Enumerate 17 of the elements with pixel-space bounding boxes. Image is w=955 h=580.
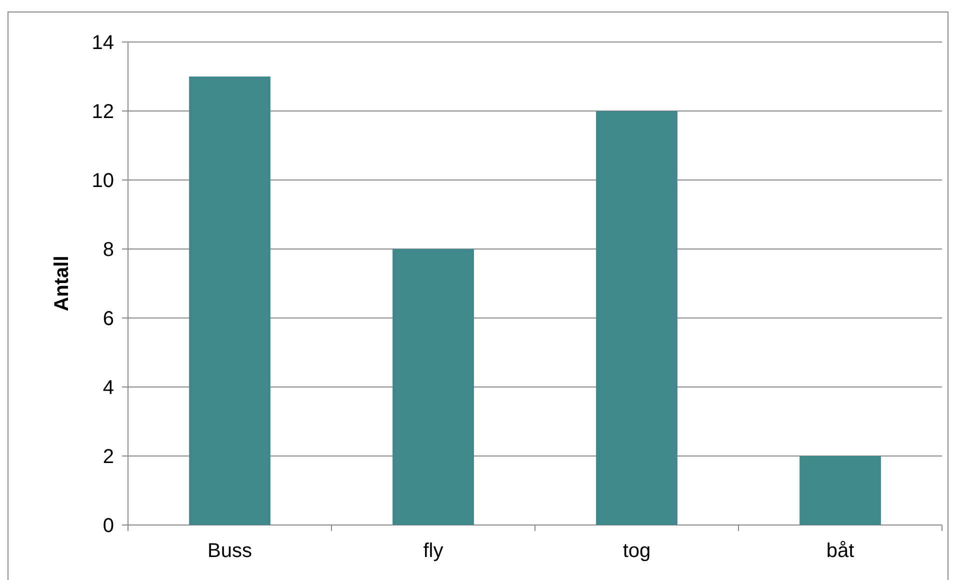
bar <box>392 249 474 525</box>
bar <box>189 76 270 525</box>
x-tick-label: Buss <box>208 540 252 562</box>
x-tick-label: båt <box>826 540 855 562</box>
x-tick-label: tog <box>622 540 651 562</box>
y-tick-label: 12 <box>92 101 114 123</box>
y-tick-label: 8 <box>102 239 114 261</box>
y-tick-label: 2 <box>102 446 114 468</box>
y-tick-label: 10 <box>92 170 114 192</box>
y-axis-title: Antall <box>51 256 73 312</box>
bar <box>596 111 678 525</box>
y-tick-label: 6 <box>102 308 114 330</box>
y-tick-label: 4 <box>102 377 114 399</box>
y-tick-label: 14 <box>92 32 114 54</box>
bar <box>800 456 881 525</box>
y-tick-label: 0 <box>102 515 114 537</box>
x-tick-label: fly <box>423 540 444 562</box>
